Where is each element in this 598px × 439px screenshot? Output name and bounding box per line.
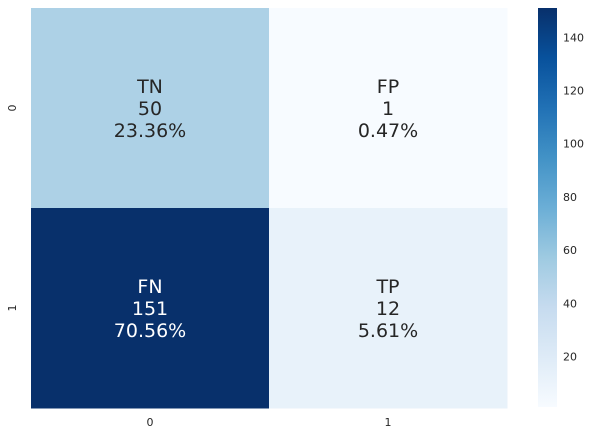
colorbar <box>538 8 557 407</box>
colorbar-tick-label: 60 <box>563 244 577 257</box>
cell-tn-percent: 23.36% <box>114 120 186 142</box>
cell-fp-count: 1 <box>382 98 394 120</box>
y-axis-ticks: 01 <box>6 105 19 312</box>
colorbar-tick-label: 100 <box>563 138 584 151</box>
cell-tn-name: TN <box>136 76 163 98</box>
y-tick-label: 0 <box>6 105 19 112</box>
colorbar-tick-label: 120 <box>563 84 584 97</box>
cell-tn-count: 50 <box>138 98 162 120</box>
cell-fp <box>269 8 508 209</box>
x-tick-label: 1 <box>385 416 392 429</box>
cell-fn-name: FN <box>137 276 162 298</box>
y-tick-label: 1 <box>6 305 19 312</box>
cell-fn-percent: 70.56% <box>114 320 186 342</box>
cell-tp-percent: 5.61% <box>358 320 418 342</box>
cell-tp-name: TP <box>375 276 399 298</box>
cell-tn <box>31 8 270 209</box>
cell-fn <box>31 208 270 409</box>
cell-fn-count: 151 <box>132 298 168 320</box>
cell-fp-percent: 0.47% <box>358 120 418 142</box>
colorbar-tick-label: 80 <box>563 191 577 204</box>
cell-fp-name: FP <box>377 76 399 98</box>
colorbar-tick-label: 20 <box>563 350 577 363</box>
heatmap-cells <box>31 8 508 409</box>
cell-tp-count: 12 <box>376 298 400 320</box>
colorbar-tick-label: 140 <box>563 31 584 44</box>
colorbar-tick-label: 40 <box>563 297 577 310</box>
x-tick-label: 0 <box>147 416 154 429</box>
colorbar-ticks: 20 40 60 80 100 120 140 <box>563 31 584 363</box>
cell-tp <box>269 208 508 409</box>
